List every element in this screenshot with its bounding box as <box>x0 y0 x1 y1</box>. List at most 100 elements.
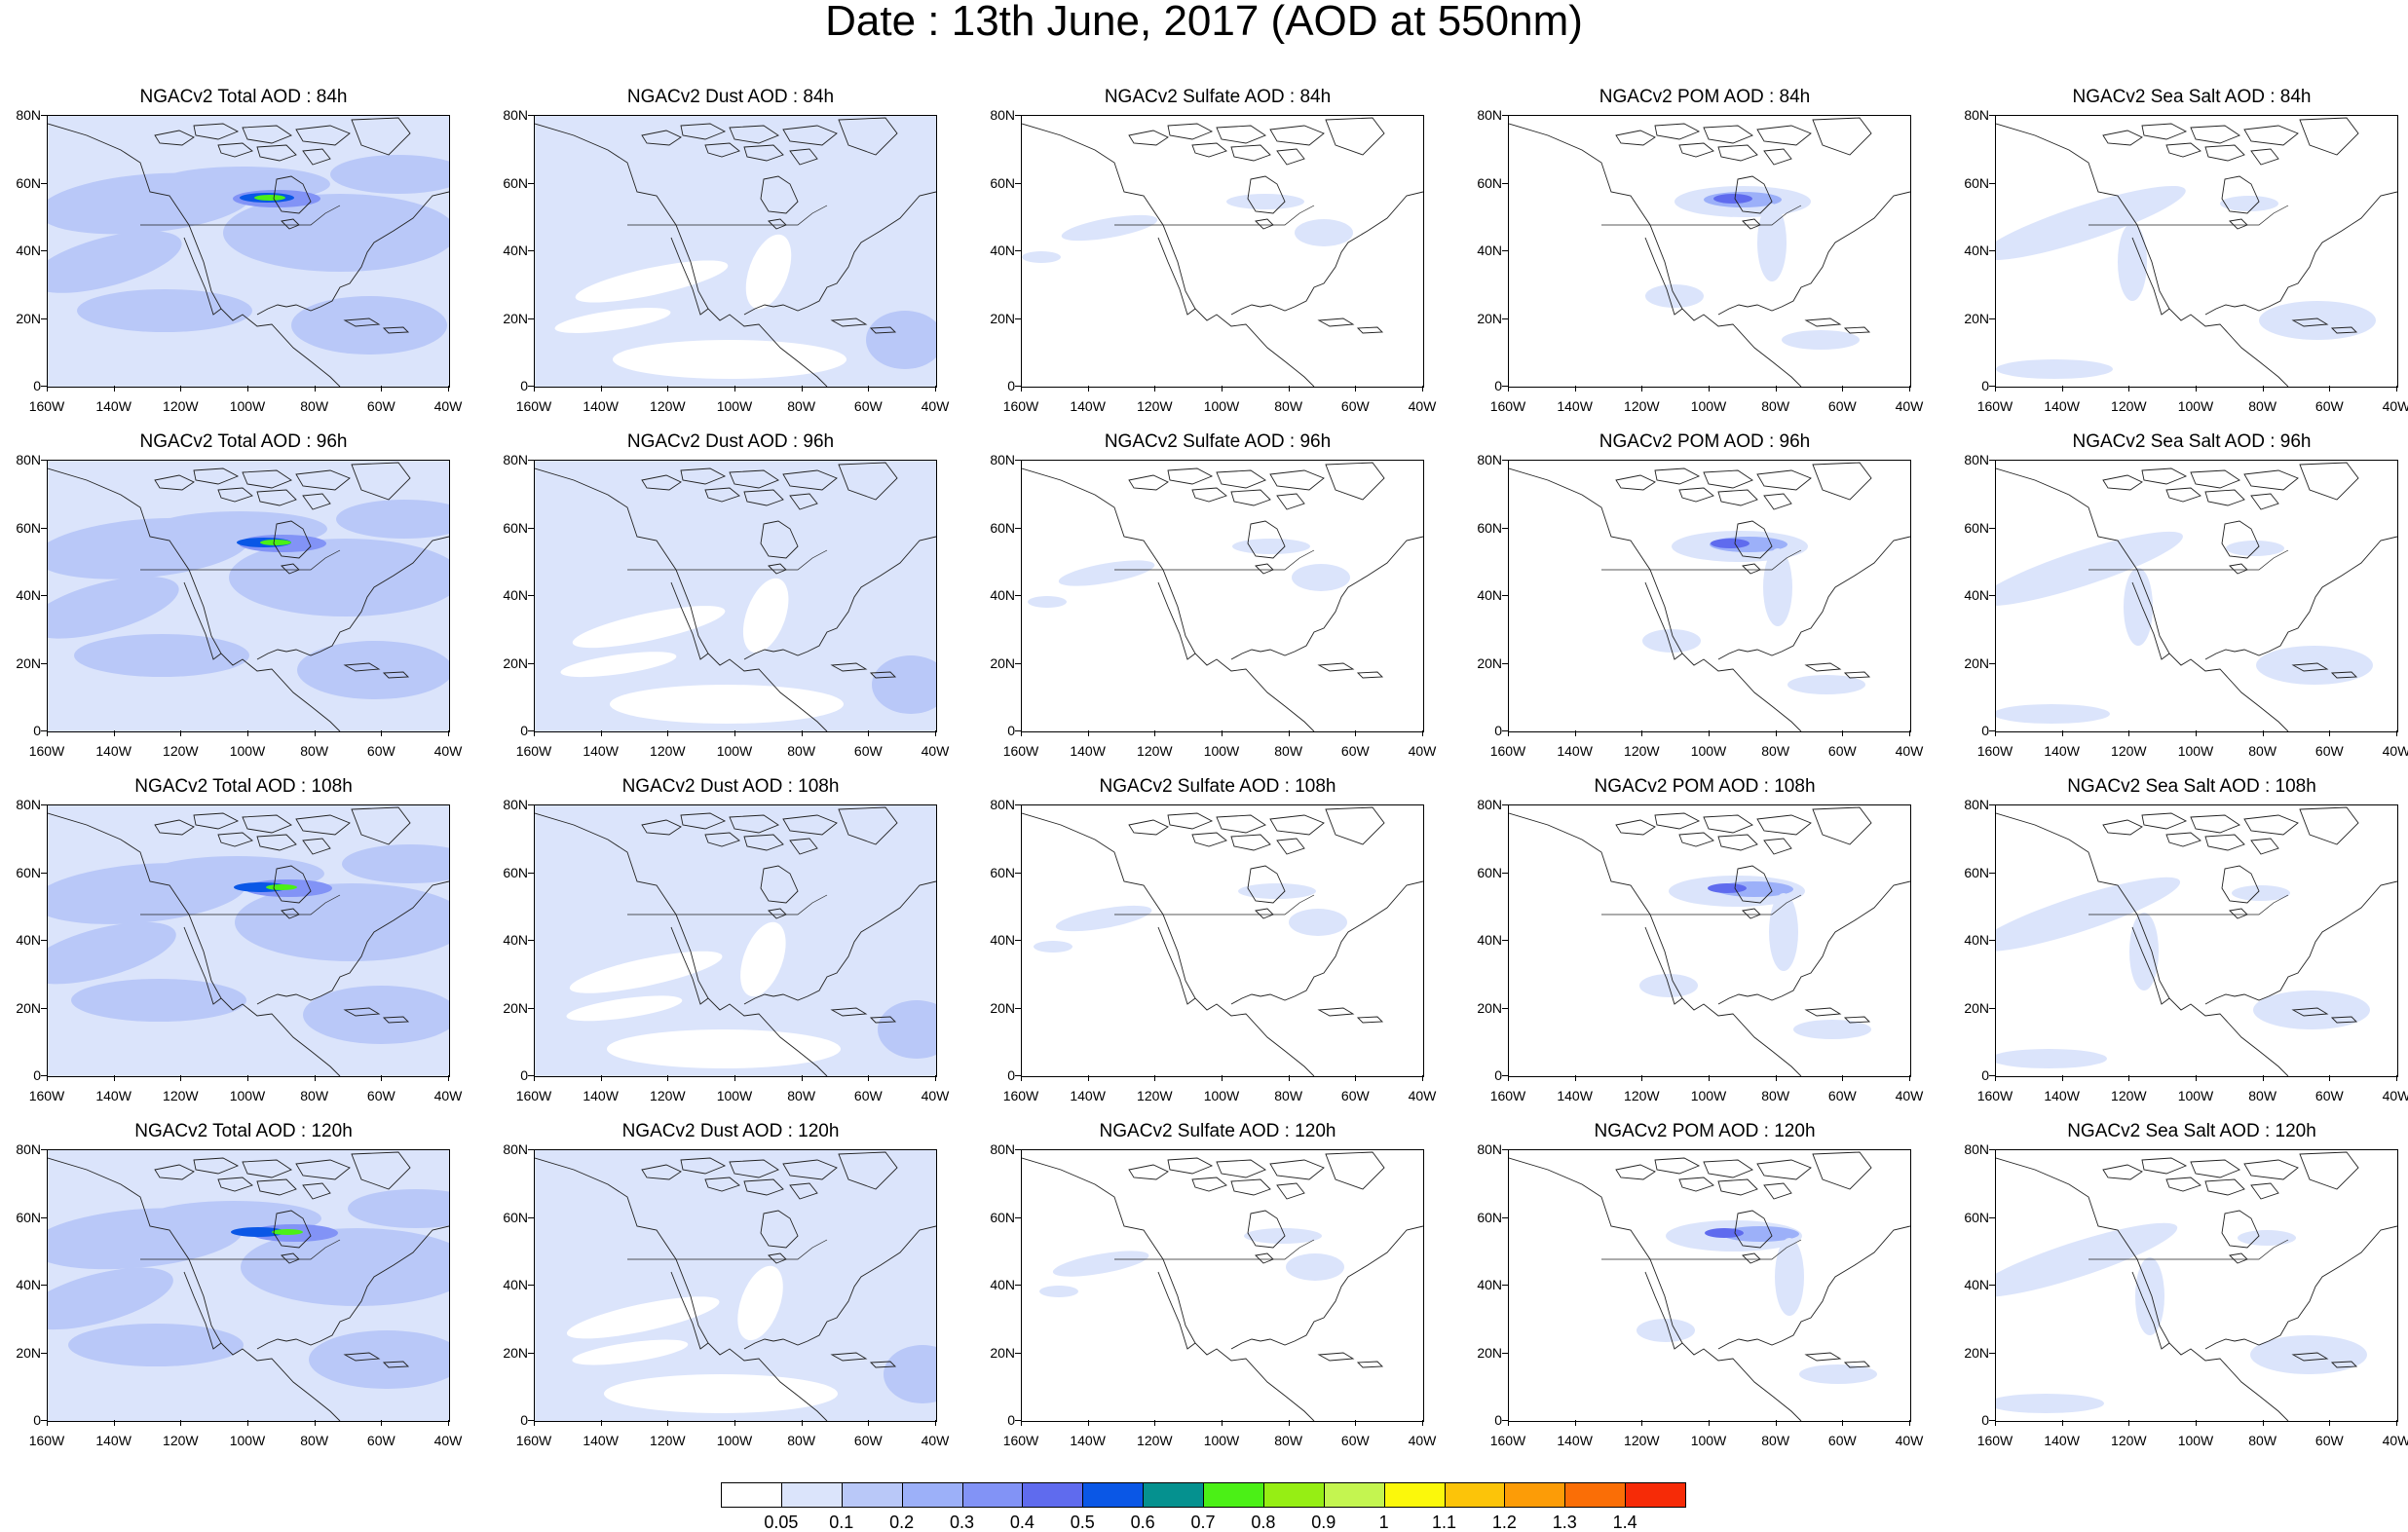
aod-contour-region <box>866 311 936 369</box>
coastline <box>48 1157 449 1421</box>
lat-tick-label: 40N <box>16 932 41 948</box>
lon-tick <box>381 1075 383 1081</box>
lon-tick <box>667 1420 669 1426</box>
colorbar-swatch <box>780 1482 843 1508</box>
lon-tick <box>2061 1075 2063 1081</box>
arctic-island-outline <box>2141 123 2188 140</box>
map-frame <box>47 1149 450 1422</box>
lat-tick-label: 0 <box>520 723 528 738</box>
aod-contour-region <box>74 634 249 677</box>
arctic-island-outline <box>1615 1164 1656 1180</box>
lat-tick-label: 40N <box>1477 243 1502 258</box>
colorbar-tick-label: 0.1 <box>829 1513 854 1532</box>
lon-tick <box>2329 1420 2331 1426</box>
lon-tick <box>2128 1075 2130 1081</box>
aod-contour-region <box>1721 1226 1799 1242</box>
aod-map <box>1509 461 1910 731</box>
lon-tick <box>381 1420 383 1426</box>
arctic-island-outline <box>1717 834 1758 851</box>
lat-tick-label: 60N <box>16 864 41 880</box>
lon-tick <box>1154 1075 1156 1081</box>
colorbar-tick-label: 0.6 <box>1130 1513 1155 1532</box>
arctic-island-outline <box>680 812 727 830</box>
arctic-island-outline <box>193 1157 240 1175</box>
aod-contour-region <box>737 1265 783 1341</box>
lat-tick <box>528 1420 534 1421</box>
colorbar-swatch <box>1383 1482 1446 1508</box>
arctic-island-outline <box>2243 125 2299 146</box>
colorbar-swatch <box>1564 1482 1627 1508</box>
lat-tick-label: 20N <box>1964 310 1989 326</box>
lon-tick <box>2329 386 2331 392</box>
us-canada-border <box>2088 894 2289 915</box>
lat-tick <box>1989 318 1995 319</box>
arctic-island-outline <box>729 814 779 834</box>
lat-tick <box>528 1007 534 1009</box>
aod-contour-region <box>1996 1222 2178 1297</box>
lat-tick <box>1989 115 1995 116</box>
aod-contour-region <box>1713 194 1752 204</box>
arctic-island-outline <box>1269 469 1325 491</box>
arctic-island-outline <box>641 819 682 836</box>
aod-contour-region <box>336 500 449 539</box>
lon-tick-label: 60W <box>2314 1433 2344 1448</box>
map-frame <box>1508 804 1911 1077</box>
arctic-island-outline <box>1230 834 1271 851</box>
lon-tick-label: 40W <box>2382 1088 2408 1103</box>
lon-tick-label: 60W <box>2314 398 2344 414</box>
lon-tick <box>1288 1075 1290 1081</box>
aod-contour-region <box>2259 301 2376 340</box>
lon-tick-label: 40W <box>1408 1088 1437 1103</box>
lat-tick <box>1502 1007 1508 1009</box>
lon-tick <box>1087 1420 1089 1426</box>
panel-title: NGACv2 POM AOD : 108h <box>1594 776 1816 797</box>
aod-map <box>1509 805 1910 1076</box>
lon-tick <box>1995 1420 1996 1426</box>
map-frame <box>47 115 450 388</box>
lon-tick-label: 120W <box>650 743 686 759</box>
arctic-island-outline <box>2102 1164 2143 1180</box>
map-panel-sulfate: NGACv2 Sulfate AOD : 84h 80N 60N 40N 20N 0 160… <box>974 88 1461 432</box>
aod-contour-region <box>1763 548 1792 626</box>
great-lakes-outline <box>1255 908 1274 919</box>
lon-tick <box>2196 386 2197 392</box>
aod-contour-region <box>1034 941 1072 953</box>
lat-tick-label: 60N <box>16 174 41 191</box>
aod-contour-region <box>2232 885 2290 901</box>
lon-tick-label: 160W <box>1976 743 2013 759</box>
great-lakes-outline <box>1255 563 1274 575</box>
aod-contour-region <box>1055 905 1152 932</box>
lon-tick <box>2128 730 2130 736</box>
arctic-island-outline <box>343 1007 381 1017</box>
hudson-bay-outline <box>273 520 312 559</box>
lon-tick <box>1508 1075 1509 1081</box>
hudson-bay-outline <box>1247 175 1286 214</box>
lat-tick <box>528 730 534 731</box>
arctic-island-outline <box>1678 142 1714 158</box>
map-frame <box>1995 1149 2398 1422</box>
lon-tick <box>2396 1420 2397 1426</box>
aod-contour-region <box>575 260 729 303</box>
lon-tick-label: 140W <box>95 743 132 759</box>
lat-tick <box>1015 1216 1021 1218</box>
lon-tick-label: 100W <box>229 743 266 759</box>
arctic-island-outline <box>351 806 411 845</box>
panel-title: NGACv2 Sulfate AOD : 108h <box>1099 776 1336 797</box>
arctic-island-outline <box>1128 819 1169 836</box>
lat-tick-label: 60N <box>503 1209 528 1225</box>
arctic-island-outline <box>680 123 727 140</box>
arctic-island-outline <box>193 467 240 485</box>
lon-tick <box>247 386 248 392</box>
coastline <box>1022 123 1423 387</box>
arctic-island-outline <box>704 142 740 158</box>
lat-tick-label: 60N <box>990 1209 1015 1225</box>
lon-tick-label: 100W <box>229 1088 266 1103</box>
aod-map <box>535 116 936 387</box>
aod-contour-region <box>231 1227 285 1237</box>
arctic-island-outline <box>295 125 351 146</box>
lat-tick-label: 0 <box>33 1067 41 1083</box>
aod-contour-region <box>1289 909 1347 936</box>
map-frame <box>1021 1149 1424 1422</box>
map-panel-total: NGACv2 Total AOD : 120h 80N 60N 40N 20N 0 160W… <box>0 1122 487 1467</box>
lon-tick-label: 60W <box>853 1088 883 1103</box>
